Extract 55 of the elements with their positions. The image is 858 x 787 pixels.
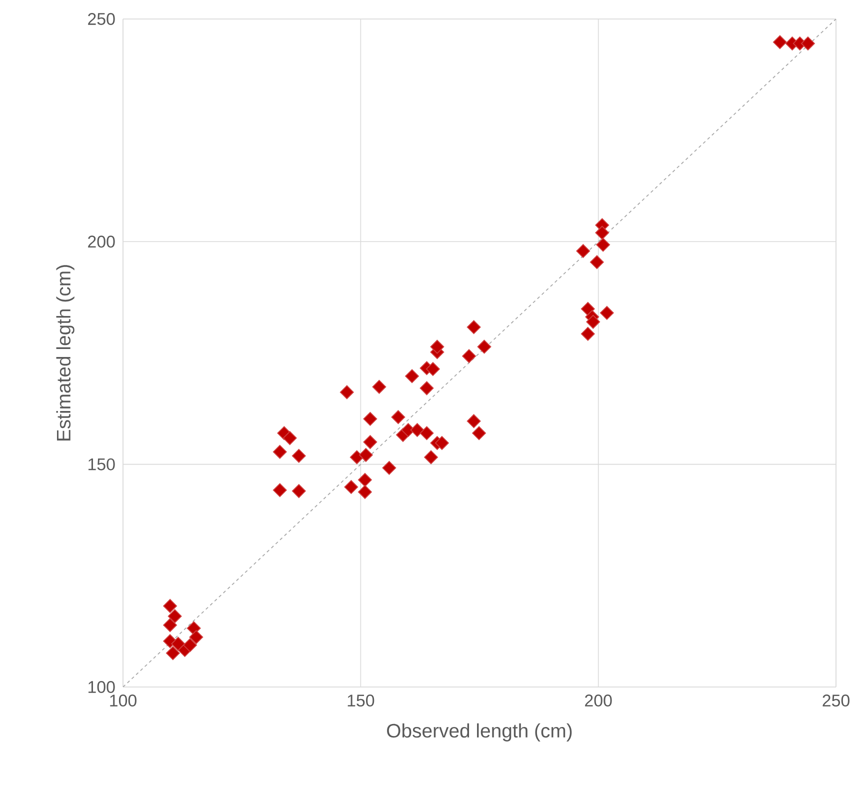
point bbox=[405, 369, 419, 384]
y-tick-label: 150 bbox=[88, 458, 115, 470]
point bbox=[163, 618, 178, 632]
point bbox=[391, 410, 406, 424]
point bbox=[168, 609, 182, 624]
y-tick-label: 100 bbox=[88, 681, 115, 693]
point bbox=[435, 436, 449, 450]
point bbox=[344, 480, 358, 494]
point bbox=[282, 431, 297, 446]
point bbox=[462, 349, 476, 364]
point bbox=[272, 483, 287, 498]
point bbox=[183, 638, 197, 652]
point bbox=[189, 630, 204, 644]
point bbox=[358, 484, 372, 499]
x-tick-label: 150 bbox=[348, 694, 374, 707]
y-tick-label: 250 bbox=[88, 12, 115, 25]
point bbox=[163, 598, 178, 613]
point bbox=[171, 636, 186, 651]
point bbox=[358, 472, 372, 487]
point bbox=[430, 340, 444, 354]
point bbox=[590, 255, 604, 270]
x-tick-label: 100 bbox=[110, 694, 136, 707]
point bbox=[596, 238, 610, 252]
point bbox=[292, 484, 306, 498]
point bbox=[166, 646, 180, 660]
point bbox=[576, 244, 590, 258]
point bbox=[272, 444, 287, 459]
point bbox=[358, 448, 373, 462]
point bbox=[466, 320, 481, 334]
x-tick-label: 250 bbox=[822, 694, 850, 707]
point bbox=[372, 380, 386, 394]
x-axis-title: Observed length (cm) bbox=[387, 723, 572, 742]
y-tick-label: 200 bbox=[88, 236, 115, 248]
point bbox=[772, 35, 787, 50]
point bbox=[363, 435, 378, 450]
point bbox=[580, 326, 595, 341]
point bbox=[472, 426, 486, 440]
point bbox=[466, 414, 481, 428]
point bbox=[420, 426, 434, 440]
point bbox=[801, 36, 815, 50]
point bbox=[363, 412, 378, 426]
y-axis-title: Estimated legth (cm) bbox=[56, 265, 74, 440]
point bbox=[477, 340, 492, 354]
point bbox=[420, 381, 434, 396]
x-tick-label: 200 bbox=[585, 694, 612, 707]
point bbox=[292, 448, 306, 463]
point bbox=[340, 385, 354, 400]
point bbox=[410, 423, 424, 437]
point bbox=[426, 362, 440, 376]
point bbox=[586, 314, 600, 329]
point bbox=[424, 450, 438, 464]
point bbox=[580, 302, 595, 316]
point bbox=[600, 306, 614, 320]
point bbox=[595, 226, 610, 240]
point bbox=[382, 460, 396, 475]
